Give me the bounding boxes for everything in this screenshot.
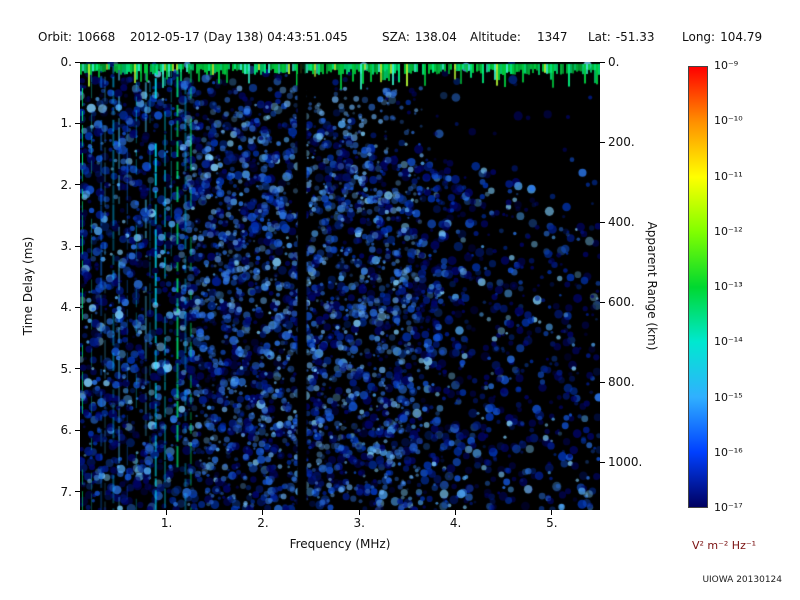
range-tick-label: 0. bbox=[608, 55, 620, 69]
altitude-value: 1347 bbox=[536, 30, 568, 44]
x-tick-label: 4. bbox=[449, 516, 462, 530]
altitude-field: Altitude: 1347 bbox=[470, 30, 567, 44]
x-tick-mark bbox=[455, 510, 457, 515]
spectrogram-plot bbox=[80, 62, 600, 510]
y2-axis-title: Apparent Range (km) bbox=[645, 221, 659, 351]
sza-value: 138.04 bbox=[414, 30, 457, 44]
y-tick-mark bbox=[75, 429, 80, 431]
y-tick-mark bbox=[75, 122, 80, 124]
y-tick-mark bbox=[75, 368, 80, 370]
y-tick-mark bbox=[75, 61, 80, 63]
credit-label: UIOWA 20130124 bbox=[702, 575, 782, 585]
colorbar-tick-label: 10⁻¹⁷ bbox=[714, 501, 743, 514]
x-tick-label: 2. bbox=[257, 516, 269, 530]
orbit-label: Orbit: bbox=[38, 30, 73, 44]
range-tick-mark bbox=[600, 301, 605, 303]
colorbar bbox=[688, 66, 708, 508]
x-tick-label: 3. bbox=[353, 516, 365, 530]
x-tick-mark bbox=[262, 510, 264, 515]
datetime-value: 2012-05-17 (Day 138) 04:43:51.045 bbox=[130, 30, 348, 44]
y-tick-mark bbox=[75, 184, 80, 186]
colorbar-tick-label: 10⁻¹¹ bbox=[714, 169, 743, 183]
x-tick-mark bbox=[358, 510, 360, 515]
orbit-value: 10668 bbox=[77, 30, 116, 44]
colorbar-tick-label: 10⁻¹⁰ bbox=[714, 114, 743, 128]
sza-label: SZA: bbox=[382, 30, 410, 44]
y-tick-label: 0. bbox=[60, 55, 72, 69]
long-value: 104.79 bbox=[720, 30, 763, 44]
range-tick-label: 1000. bbox=[608, 455, 643, 469]
x-tick-mark bbox=[166, 510, 168, 515]
range-tick-label: 400. bbox=[608, 215, 635, 229]
datetime-field: 2012-05-17 (Day 138) 04:43:51.045 bbox=[130, 30, 348, 44]
colorbar-tick-label: 10⁻¹⁶ bbox=[714, 445, 743, 459]
range-tick-mark bbox=[600, 221, 605, 223]
y-tick-label: 1. bbox=[60, 116, 72, 131]
colorbar-tick-label: 10⁻¹³ bbox=[714, 280, 743, 293]
range-tick-mark bbox=[600, 461, 605, 463]
lat-field: Lat: -51.33 bbox=[588, 30, 654, 44]
long-label: Long: bbox=[682, 30, 716, 44]
orbit-field: Orbit: 10668 bbox=[38, 30, 115, 44]
y-tick-label: 3. bbox=[60, 239, 72, 254]
y-tick-mark bbox=[75, 245, 80, 247]
long-field: Long: 104.79 bbox=[682, 30, 762, 44]
x-tick-label: 1. bbox=[160, 516, 173, 530]
y-tick-mark bbox=[75, 306, 80, 308]
colorbar-tick-label: 10⁻⁹ bbox=[714, 59, 739, 72]
range-tick-label: 800. bbox=[608, 375, 635, 389]
range-tick-mark bbox=[600, 141, 605, 143]
y-tick-label: 7. bbox=[60, 484, 72, 499]
colorbar-tick-label: 10⁻¹⁴ bbox=[714, 335, 743, 349]
altitude-label: Altitude: bbox=[470, 30, 521, 44]
x-tick-label: 5. bbox=[546, 516, 558, 530]
range-tick-mark bbox=[600, 381, 605, 383]
y-tick-mark bbox=[75, 491, 80, 493]
range-tick-mark bbox=[600, 61, 605, 63]
y-axis-title: Time Delay (ms) bbox=[21, 236, 35, 336]
colorbar-units-label: V² m⁻² Hz⁻¹ bbox=[691, 539, 757, 552]
sza-field: SZA: 138.04 bbox=[382, 30, 457, 44]
y-tick-label: 6. bbox=[60, 423, 72, 438]
colorbar-tick-label: 10⁻¹⁵ bbox=[714, 390, 743, 404]
range-tick-label: 600. bbox=[608, 295, 635, 309]
range-tick-label: 200. bbox=[608, 135, 635, 149]
y-tick-label: 4. bbox=[60, 300, 72, 315]
y-tick-label: 2. bbox=[60, 177, 72, 192]
lat-value: -51.33 bbox=[615, 30, 655, 44]
lat-label: Lat: bbox=[588, 30, 611, 44]
x-tick-mark bbox=[551, 510, 553, 515]
colorbar-tick-label: 10⁻¹² bbox=[714, 224, 743, 238]
y-tick-label: 5. bbox=[60, 361, 72, 376]
x-axis-title: Frequency (MHz) bbox=[289, 537, 391, 551]
